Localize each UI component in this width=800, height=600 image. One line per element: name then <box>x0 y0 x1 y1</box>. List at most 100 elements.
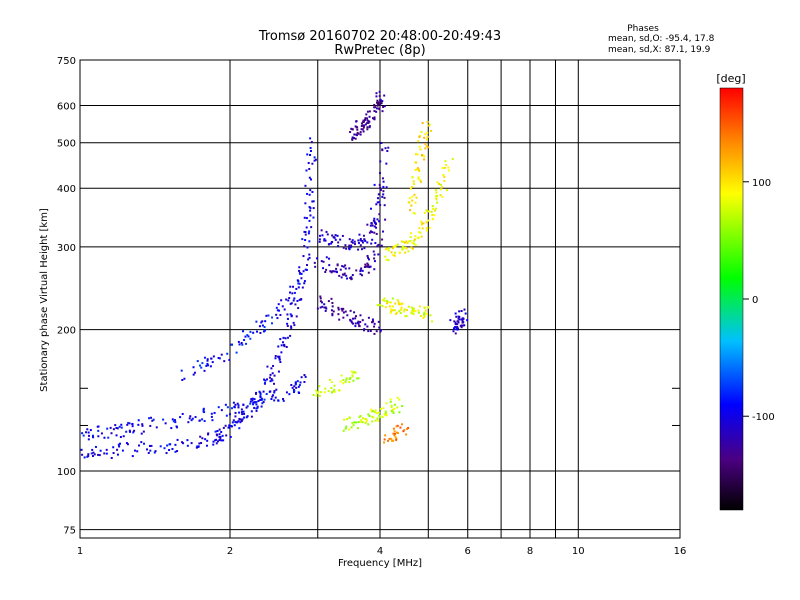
data-point <box>435 194 438 197</box>
data-point <box>393 403 396 406</box>
data-point <box>454 323 457 326</box>
data-point <box>320 260 323 263</box>
data-point <box>179 416 182 419</box>
data-point <box>374 409 377 412</box>
data-point <box>464 312 467 315</box>
data-point <box>309 137 312 140</box>
data-point <box>364 117 367 120</box>
data-point <box>94 445 97 448</box>
data-point <box>132 431 135 434</box>
data-point <box>308 253 311 256</box>
data-point <box>316 307 319 310</box>
data-point <box>165 452 168 455</box>
data-point <box>455 328 458 331</box>
data-point <box>288 297 291 300</box>
data-point <box>237 404 240 407</box>
data-point <box>190 419 193 422</box>
data-point <box>354 322 357 325</box>
data-point <box>392 254 395 257</box>
data-point <box>313 261 316 264</box>
data-point <box>463 324 466 327</box>
data-point <box>368 266 371 269</box>
data-point <box>384 255 387 258</box>
grid-lines <box>80 59 680 538</box>
data-point <box>380 244 383 247</box>
data-point <box>359 131 362 134</box>
data-point <box>313 156 316 159</box>
data-point <box>228 413 231 416</box>
data-point <box>372 250 375 253</box>
data-point <box>289 285 292 288</box>
data-point <box>412 182 415 185</box>
x-tick-label: 4 <box>377 546 383 557</box>
data-point <box>456 325 459 328</box>
data-point <box>350 426 353 429</box>
data-point <box>390 404 393 407</box>
data-point <box>381 415 384 418</box>
data-point <box>411 176 414 179</box>
data-point <box>97 429 100 432</box>
data-point <box>266 365 269 368</box>
data-point <box>344 264 347 267</box>
data-point <box>373 110 376 113</box>
data-point <box>260 405 263 408</box>
data-point <box>298 384 301 387</box>
data-point <box>439 194 442 197</box>
data-point <box>318 385 321 388</box>
data-point <box>198 364 201 367</box>
colorbar-label: [deg] <box>716 72 745 85</box>
info-line-o: mean, sd,O: -95.4, 17.8 <box>608 34 715 44</box>
data-point <box>460 326 463 329</box>
data-point <box>257 400 260 402</box>
data-point <box>323 239 326 242</box>
data-point <box>308 230 311 233</box>
data-point <box>351 317 354 320</box>
data-point <box>403 429 406 432</box>
data-point <box>303 230 306 233</box>
data-point <box>443 175 446 178</box>
data-point <box>304 202 307 205</box>
data-point <box>385 414 388 417</box>
data-point <box>420 220 423 223</box>
data-point <box>194 416 197 419</box>
data-point <box>297 280 300 283</box>
data-point <box>314 158 317 161</box>
data-point <box>331 314 334 317</box>
data-point <box>305 217 308 220</box>
data-point <box>325 307 328 310</box>
data-point <box>395 437 398 440</box>
data-point <box>322 260 325 263</box>
data-point <box>366 262 369 265</box>
data-point <box>107 436 110 439</box>
data-point <box>264 320 267 323</box>
x-tick-label: 6 <box>465 546 471 557</box>
data-point <box>361 240 364 243</box>
data-point <box>370 222 373 225</box>
data-point <box>96 425 99 428</box>
data-point <box>444 160 447 163</box>
data-point <box>371 238 374 241</box>
data-point <box>180 369 183 372</box>
data-point <box>325 256 328 259</box>
data-point <box>332 310 335 313</box>
data-point <box>237 340 240 343</box>
y-tick-label: 75 <box>63 526 76 537</box>
data-point <box>320 391 323 394</box>
data-point <box>384 434 387 437</box>
data-point <box>404 251 407 254</box>
data-point <box>403 308 406 311</box>
data-point <box>362 124 365 127</box>
data-point <box>290 326 293 329</box>
data-point <box>359 239 362 242</box>
data-point <box>83 456 86 459</box>
data-point <box>241 418 244 421</box>
data-point <box>131 425 134 428</box>
data-point <box>386 300 389 303</box>
data-point <box>345 425 348 428</box>
data-point <box>342 246 345 249</box>
data-point <box>414 201 417 204</box>
data-point <box>263 398 266 401</box>
data-point <box>366 128 369 131</box>
data-point <box>308 219 311 222</box>
data-point <box>218 357 221 360</box>
